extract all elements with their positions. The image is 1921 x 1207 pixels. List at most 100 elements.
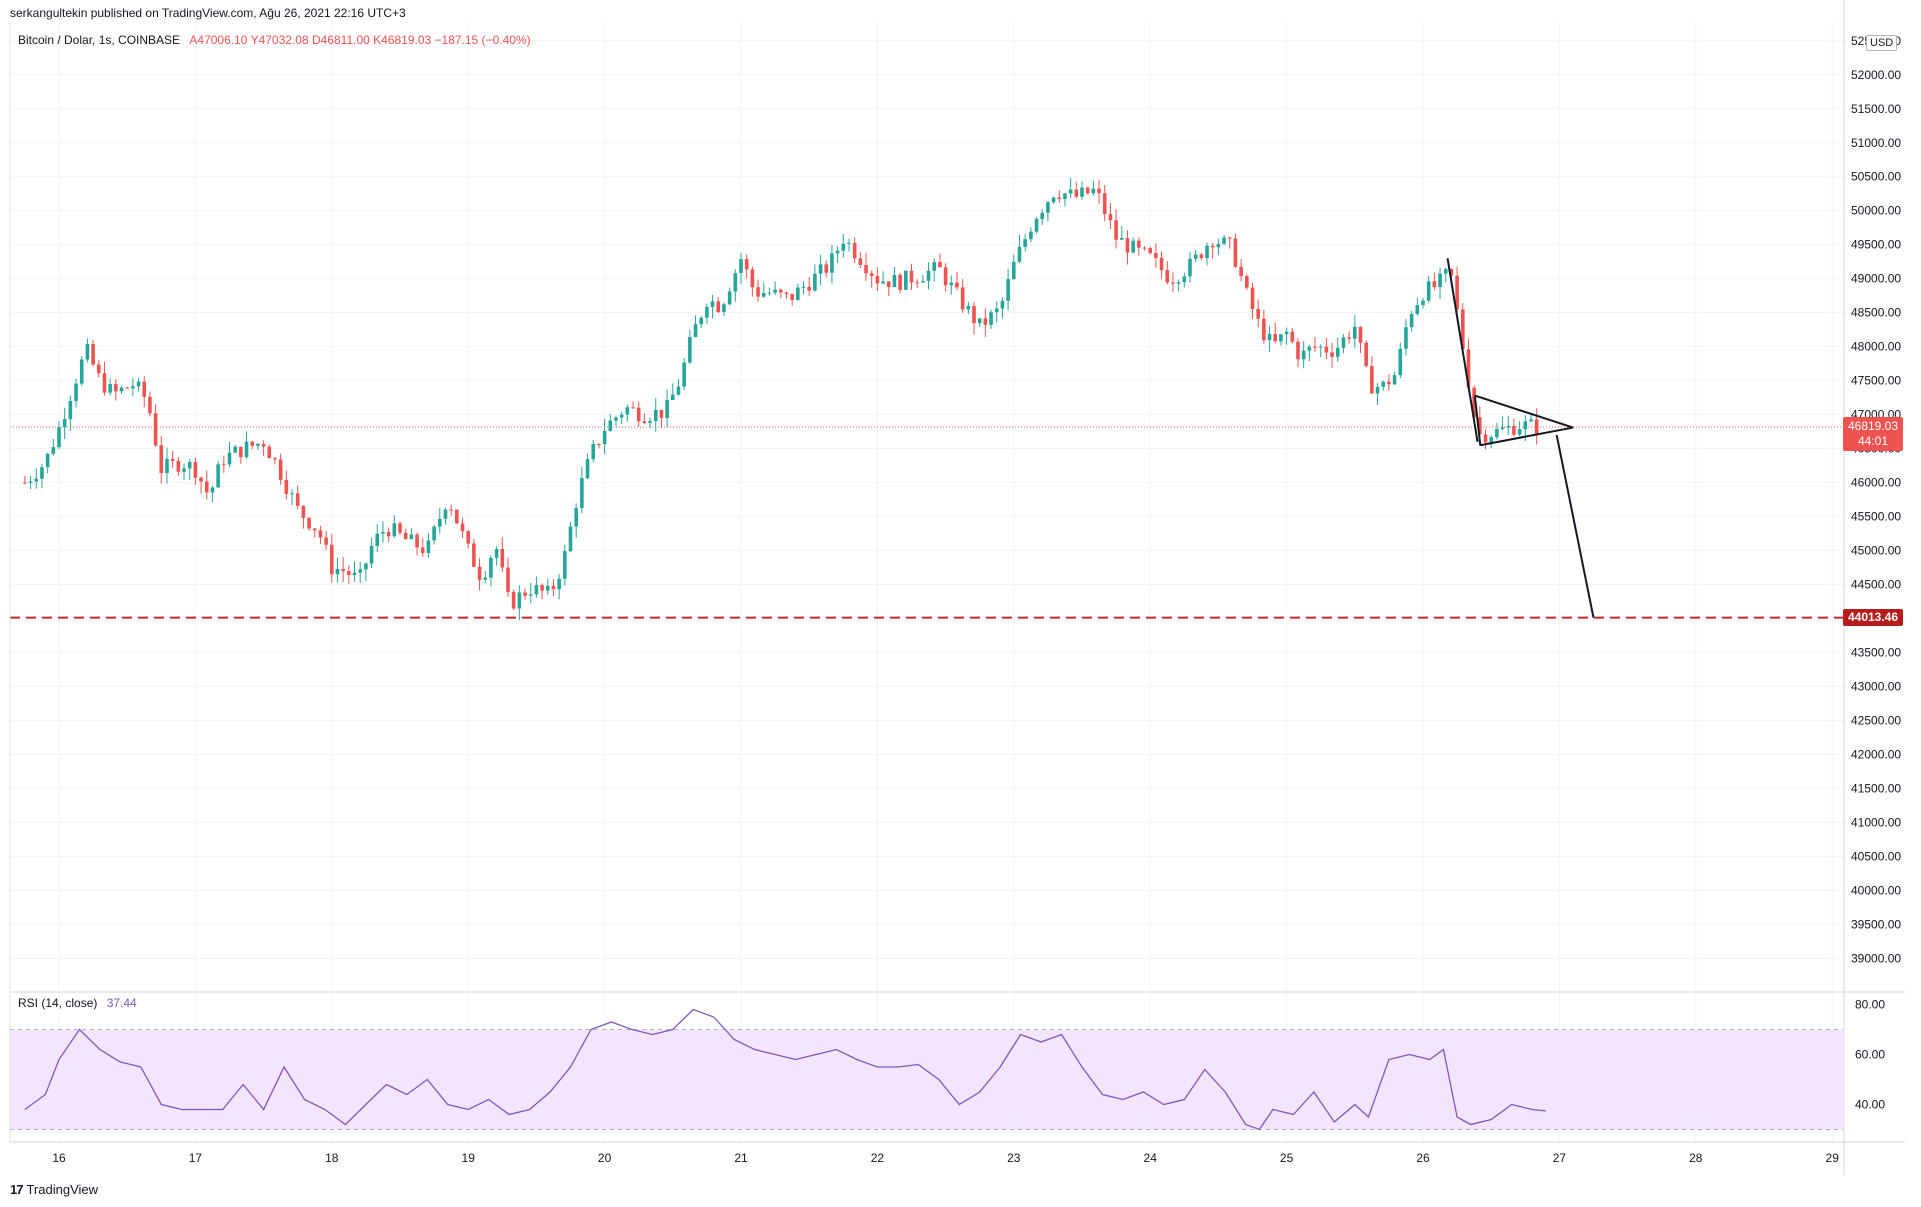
price-axis[interactable]: 39000.00 39500.00 40000.00 40500.00 41000.00… <box>1851 34 1901 966</box>
candle-body <box>608 420 613 431</box>
candle-body <box>1006 279 1010 301</box>
time-tick-label: 23 <box>1007 1151 1021 1165</box>
candle-body <box>1102 193 1107 215</box>
candle-body <box>1119 238 1124 240</box>
candle-body <box>284 479 289 494</box>
candle-body <box>68 400 73 420</box>
time-tick-label: 24 <box>1144 1151 1158 1165</box>
candle-body <box>62 419 67 428</box>
candle-body <box>636 407 641 422</box>
candlestick-series <box>23 177 1539 621</box>
candle-body <box>210 487 215 493</box>
candle-body <box>875 276 880 284</box>
candle-body <box>1227 237 1232 239</box>
price-tick-label: 43000.00 <box>1851 680 1901 694</box>
candle-body <box>830 253 834 273</box>
candle-body <box>1330 352 1334 357</box>
candle-body <box>1051 197 1056 203</box>
price-tick-label: 44500.00 <box>1851 578 1901 592</box>
candle-body <box>307 517 311 529</box>
price-tick-label: 39500.00 <box>1851 917 1901 931</box>
candle-body <box>921 280 925 283</box>
candle-body <box>699 317 704 325</box>
candle-body <box>852 242 857 259</box>
time-tick-label: 21 <box>734 1151 748 1165</box>
candle-body <box>1273 333 1278 342</box>
candle-body <box>1137 240 1141 248</box>
candle-body <box>1432 281 1437 288</box>
price-tick-label: 45500.00 <box>1851 510 1901 524</box>
publisher-caption: serkangultekin published on TradingView.… <box>10 6 406 20</box>
candle-body <box>977 318 982 324</box>
candle-body <box>239 446 243 458</box>
candle-body <box>1478 417 1482 435</box>
candle-body <box>125 387 129 389</box>
candle-body <box>91 344 95 365</box>
price-tick-label: 40500.00 <box>1851 849 1901 863</box>
price-tick-label: 46000.00 <box>1851 476 1901 490</box>
candle-body <box>449 509 453 511</box>
candle-body <box>364 563 368 570</box>
time-tick-label: 18 <box>325 1151 339 1165</box>
candle-body <box>784 292 789 294</box>
candle-body <box>1466 349 1471 388</box>
candle-body <box>881 281 885 284</box>
pennant-drawing <box>1446 258 1595 618</box>
candle-body <box>119 387 124 392</box>
candle-body <box>540 585 544 591</box>
candle-body <box>443 509 448 519</box>
candle-body <box>1341 337 1346 348</box>
tradingview-logo-text: TradingView <box>26 1182 99 1197</box>
rsi-axis[interactable]: 40.00 60.00 80.00 <box>1855 998 1885 1112</box>
candle-body <box>545 585 550 591</box>
candle-body <box>506 567 510 592</box>
tradingview-logo[interactable]: 17 TradingView <box>10 1182 98 1197</box>
candle-body <box>790 293 794 301</box>
candle-body <box>1279 334 1283 342</box>
candle-body <box>580 478 584 508</box>
candle-body <box>1262 318 1266 341</box>
candle-body <box>1097 188 1101 194</box>
candle-body <box>477 566 482 580</box>
candle-body <box>1426 281 1431 301</box>
candle-body <box>187 461 192 469</box>
candle-body <box>739 259 743 274</box>
time-axis[interactable]: 16 17 18 19 20 21 22 23 24 25 26 27 28 29 <box>52 1151 1839 1165</box>
candle-body <box>614 417 618 421</box>
candle-body <box>381 532 385 534</box>
candle-body <box>1409 313 1414 328</box>
candle-body <box>1210 245 1215 248</box>
candle-body <box>796 287 800 301</box>
candle-body <box>409 534 414 540</box>
candle-body <box>1506 425 1511 428</box>
rsi-tick-label: 80.00 <box>1855 998 1885 1012</box>
candle-body <box>642 421 647 424</box>
candle-body <box>358 569 363 573</box>
candle-body <box>898 275 902 290</box>
pennant-edge <box>1473 395 1482 446</box>
candle-body <box>1296 341 1300 360</box>
candle-body <box>1068 189 1073 194</box>
rsi-line <box>24 1008 1546 1131</box>
candle-body <box>722 304 726 313</box>
candle-body <box>773 289 777 293</box>
candle-body <box>1040 212 1045 220</box>
candle-body <box>665 399 669 418</box>
symbol-legend: Bitcoin / Dolar, 1s, COINBASE A47006.10 … <box>18 33 531 47</box>
candle-body <box>1154 253 1158 258</box>
candle-body <box>256 443 260 446</box>
candle-body <box>528 594 533 596</box>
candle-body <box>955 282 959 288</box>
candle-body <box>727 291 732 305</box>
rsi-tick-label: 60.00 <box>1855 1048 1885 1062</box>
candle-body <box>176 460 181 472</box>
candle-body <box>1529 419 1533 422</box>
candle-body <box>131 386 135 389</box>
candle-body <box>1023 239 1027 247</box>
candle-body <box>1313 346 1317 348</box>
time-tick-label: 28 <box>1689 1151 1703 1165</box>
candle-body <box>517 592 522 609</box>
currency-badge[interactable]: USD <box>1866 35 1898 51</box>
candle-body <box>710 301 715 307</box>
